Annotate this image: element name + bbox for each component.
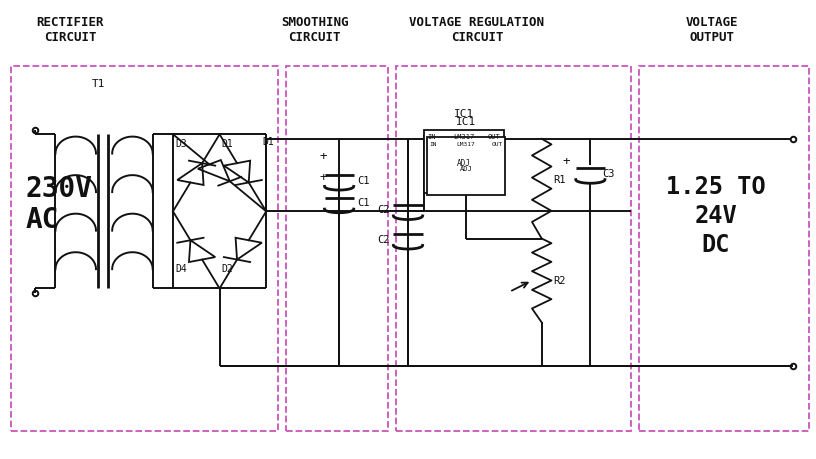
- Text: R2: R2: [553, 275, 565, 285]
- Text: VOLTAGE REGULATION
CIRCUIT: VOLTAGE REGULATION CIRCUIT: [410, 17, 544, 45]
- Text: C2: C2: [377, 205, 390, 215]
- Text: C1: C1: [357, 176, 370, 186]
- Text: OUT: OUT: [488, 134, 500, 140]
- Text: 1.25 TO
24V
DC: 1.25 TO 24V DC: [666, 175, 766, 257]
- Text: C3: C3: [602, 169, 615, 179]
- Text: T1: T1: [91, 78, 105, 89]
- Bar: [424, 130, 503, 193]
- Bar: [427, 137, 505, 196]
- Text: LM317: LM317: [457, 142, 476, 147]
- Text: D3: D3: [175, 139, 187, 149]
- Text: R1: R1: [553, 174, 565, 185]
- Text: D2: D2: [222, 263, 233, 274]
- Text: ADJ: ADJ: [457, 159, 471, 168]
- Text: RECTIFIER
CIRCUIT: RECTIFIER CIRCUIT: [36, 17, 104, 45]
- Text: IN: IN: [428, 134, 436, 140]
- Text: +: +: [320, 151, 327, 163]
- Text: +: +: [320, 171, 327, 184]
- Text: VOLTAGE
OUTPUT: VOLTAGE OUTPUT: [685, 17, 738, 45]
- Text: LM317: LM317: [454, 134, 475, 140]
- Text: C2: C2: [377, 235, 390, 245]
- Text: 230V
AC: 230V AC: [25, 175, 92, 234]
- Text: IC1: IC1: [454, 109, 474, 119]
- Text: IN: IN: [429, 142, 437, 147]
- Text: +: +: [562, 155, 570, 168]
- Text: OUT: OUT: [491, 142, 503, 147]
- Text: ADJ: ADJ: [459, 166, 472, 172]
- Text: D1: D1: [222, 139, 233, 149]
- Text: SMOOTHING
CIRCUIT: SMOOTHING CIRCUIT: [281, 17, 348, 45]
- Text: C1: C1: [357, 198, 370, 208]
- Text: IC1: IC1: [456, 117, 476, 127]
- Text: D1: D1: [262, 136, 274, 146]
- Text: D4: D4: [175, 263, 187, 274]
